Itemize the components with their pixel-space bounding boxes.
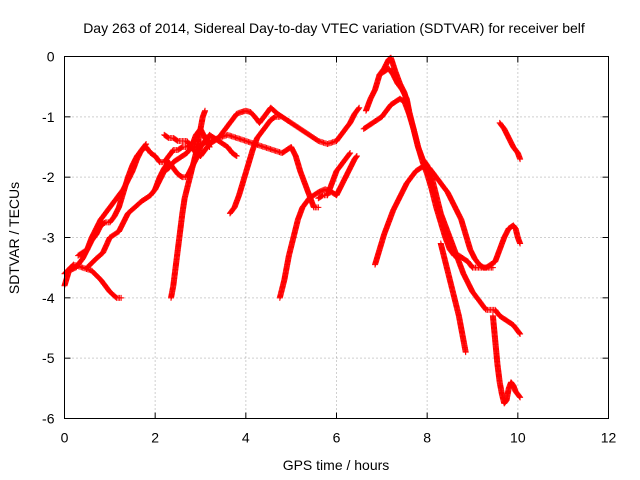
grid-layer	[64, 56, 609, 419]
series-track-5	[161, 104, 363, 160]
y-tick-label: 0	[47, 49, 55, 65]
y-tick-label: -5	[42, 350, 55, 366]
data-layer	[61, 54, 524, 407]
data-point	[517, 240, 524, 247]
x-tick-label: 8	[423, 430, 431, 446]
series-track-10	[315, 150, 354, 202]
data-point	[202, 107, 209, 114]
y-tick-label: -6	[42, 411, 55, 427]
series-track-16	[489, 312, 524, 407]
y-tick-label: -3	[42, 230, 55, 246]
data-point	[232, 152, 239, 159]
data-point	[517, 394, 524, 401]
series-track-7	[152, 131, 240, 193]
series-track-15	[437, 240, 469, 356]
data-point	[356, 104, 363, 111]
x-tick-label: 10	[510, 430, 526, 446]
data-point	[355, 105, 362, 112]
data-point	[315, 204, 322, 211]
x-tick-label: 12	[601, 430, 617, 446]
x-axis-label: GPS time / hours	[283, 457, 390, 473]
data-point	[118, 294, 125, 301]
series-track-11	[360, 95, 524, 271]
series-track-12	[362, 54, 524, 338]
series-track-9	[276, 153, 360, 301]
y-tick-label: -4	[42, 290, 55, 306]
series-track-14	[376, 65, 413, 114]
series-track-17	[496, 119, 524, 163]
series-track-13	[372, 162, 496, 271]
data-point	[353, 153, 360, 160]
data-point	[516, 330, 523, 337]
data-point	[353, 153, 360, 160]
data-point	[462, 349, 469, 356]
data-point	[346, 150, 353, 157]
data-point	[517, 331, 524, 338]
chart-title: Day 263 of 2014, Sidereal Day-to-day VTE…	[83, 20, 585, 36]
data-point	[489, 264, 496, 271]
x-tick-label: 0	[61, 430, 69, 446]
data-point	[347, 150, 354, 157]
y-axis-label: SDTVAR / TECUs	[6, 182, 22, 294]
series-track-3	[75, 140, 150, 259]
x-tick-label: 2	[151, 430, 159, 446]
y-tick-label: -1	[42, 109, 55, 125]
data-point	[233, 153, 240, 160]
x-tick-label: 4	[242, 430, 250, 446]
y-tick-label: -2	[42, 169, 55, 185]
data-point	[276, 113, 283, 120]
tick-layer: 0 2 4 6 8 10 12 0 -1 -2 -3 -4 -5 -6	[42, 49, 616, 446]
data-point	[406, 107, 413, 114]
data-point	[517, 156, 524, 163]
data-point	[143, 140, 150, 147]
series-track-8	[226, 113, 283, 217]
series-track-2	[61, 131, 322, 289]
data-point	[516, 393, 523, 400]
data-point	[142, 141, 149, 148]
x-tick-label: 6	[333, 430, 341, 446]
